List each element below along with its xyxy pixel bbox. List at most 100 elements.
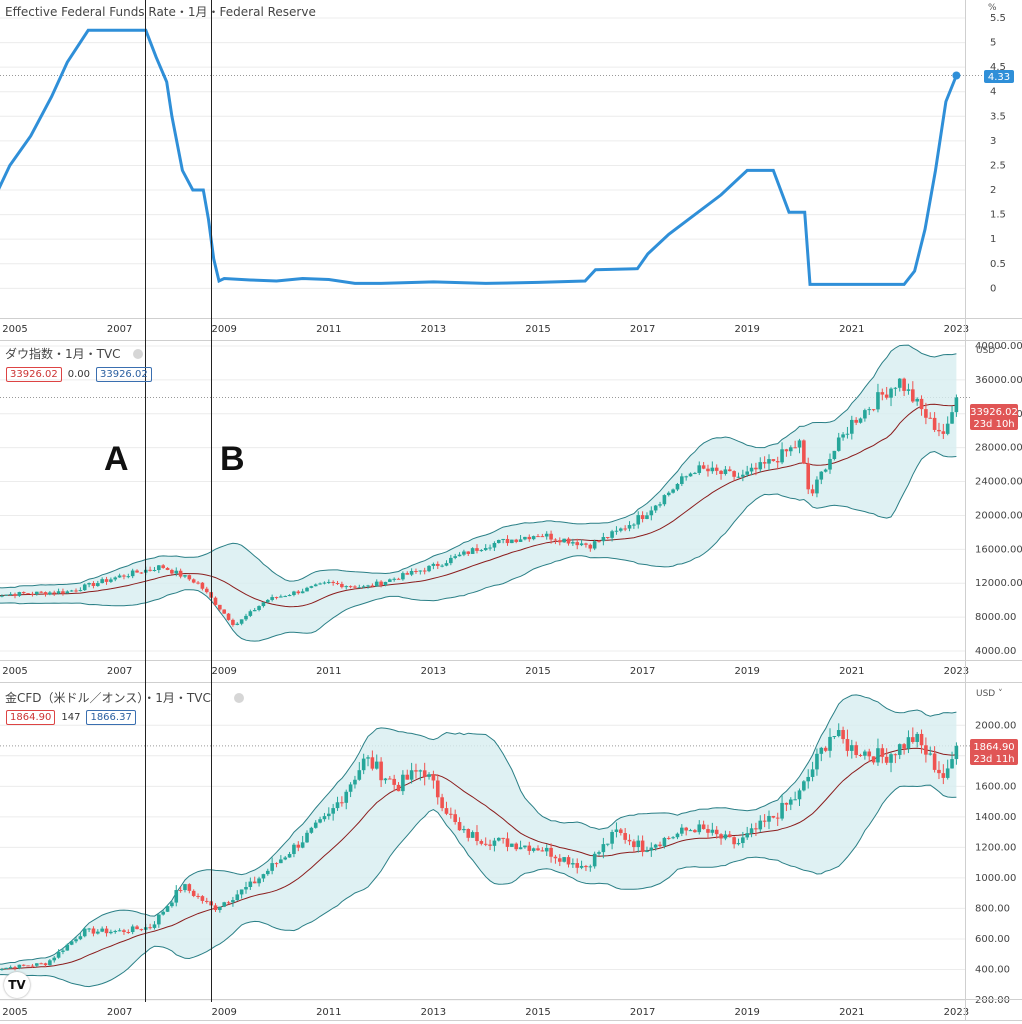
candle-body	[309, 586, 314, 588]
gold-currency: USD	[976, 689, 996, 699]
y-tick-label: 1200.00	[975, 842, 1016, 853]
candle-body	[749, 828, 754, 834]
bollinger-upper	[0, 344, 957, 589]
candle-body	[527, 845, 532, 851]
candle-body	[492, 542, 497, 548]
candle-body	[845, 739, 850, 751]
candle-body	[74, 590, 78, 592]
candle-body	[501, 538, 505, 540]
candle-body	[514, 539, 519, 542]
candle-body	[671, 489, 675, 493]
candle-body	[409, 770, 414, 780]
candle-body	[56, 591, 61, 594]
candle-body	[736, 476, 741, 478]
candle-body	[710, 467, 715, 472]
candle-body	[828, 459, 832, 470]
candle-body	[937, 769, 941, 774]
candle-body	[379, 581, 383, 586]
candle-body	[793, 447, 797, 449]
candle-body	[871, 409, 876, 411]
candle-body	[335, 583, 340, 585]
candle-body	[305, 587, 309, 592]
tradingview-logo-icon[interactable]: TV	[4, 972, 30, 998]
candle-body	[893, 754, 898, 756]
candle-body	[4, 594, 9, 596]
candle-body	[479, 841, 484, 844]
candle-body	[523, 536, 527, 540]
candle-body	[335, 802, 340, 809]
candle-body	[850, 745, 854, 751]
candle-body	[213, 905, 218, 911]
fed-y-tick-label: 2	[990, 185, 996, 196]
chevron-down-icon: ˅	[998, 346, 1003, 356]
y-tick-label: 800.00	[975, 903, 1010, 914]
candle-body	[431, 563, 436, 566]
candle-body	[252, 881, 257, 884]
candle-body	[462, 551, 466, 555]
candle-body	[815, 753, 819, 770]
candle-body	[39, 591, 43, 593]
fed-y-tick-label: 0	[990, 283, 996, 294]
y-tick-label: 2000.00	[975, 720, 1016, 731]
fed-y-tick-label: 3	[990, 136, 996, 147]
candle-body	[34, 591, 39, 595]
gold-open-value: 1864.90	[6, 710, 56, 725]
candle-body	[553, 856, 558, 859]
gold-candles	[0, 723, 959, 971]
dow-pane: 4000.00 8000.00 12000.00 16000.00 20000.00 24…	[0, 341, 1022, 677]
candle-body	[170, 902, 174, 907]
candle-body	[318, 583, 322, 585]
gold-pane-title[interactable]: 金CFD（米ドル／オンス）・1月・TVC	[5, 691, 211, 705]
candle-body	[69, 590, 74, 592]
candle-body	[344, 586, 349, 588]
candle-body	[379, 761, 383, 781]
candle-body	[902, 378, 906, 391]
candle-body	[239, 889, 244, 895]
candle-body	[100, 928, 104, 932]
x-tick-label: 2017	[630, 324, 655, 335]
fed-rate-line	[0, 28, 958, 286]
candle-body	[414, 570, 418, 572]
candle-body	[122, 575, 126, 577]
candle-body	[61, 950, 65, 952]
candle-body	[675, 483, 680, 490]
x-tick-label: 2023	[944, 1007, 969, 1018]
candle-body	[793, 799, 797, 801]
gold-currency-selector[interactable]: USD ˅	[976, 689, 1003, 699]
candle-body	[204, 900, 209, 902]
candle-body	[518, 539, 523, 542]
x-tick-label: 2019	[734, 1007, 759, 1018]
candle-body	[496, 837, 501, 841]
candle-body	[475, 548, 479, 551]
candle-body	[697, 824, 702, 833]
candle-body	[653, 505, 658, 511]
candle-body	[26, 965, 30, 967]
candle-body	[313, 822, 318, 828]
candle-body	[401, 774, 405, 792]
dow-currency-selector[interactable]: USD ˅	[976, 346, 1003, 356]
candle-body	[331, 581, 335, 584]
candle-body	[605, 536, 610, 538]
candle-body	[575, 863, 580, 868]
candle-body	[235, 623, 240, 625]
candle-body	[867, 751, 872, 757]
candle-body	[200, 582, 205, 589]
candle-body	[932, 753, 937, 770]
candle-body	[170, 569, 174, 574]
dow-collapse-icon[interactable]	[133, 349, 143, 359]
candle-body	[954, 745, 959, 760]
candle-body	[924, 409, 928, 418]
candle-body	[444, 808, 449, 814]
candle-body	[688, 473, 693, 477]
candle-body	[884, 394, 889, 398]
x-tick-label: 2015	[525, 324, 550, 335]
candle-body	[357, 770, 362, 780]
candle-body	[784, 449, 789, 452]
candle-body	[405, 774, 410, 780]
x-tick-label: 2017	[630, 666, 655, 677]
gold-collapse-icon[interactable]	[234, 693, 244, 703]
marker-a-label: A	[104, 440, 129, 478]
candle-body	[871, 756, 876, 763]
candle-body	[48, 592, 52, 595]
dow-pane-title[interactable]: ダウ指数・1月・TVC	[5, 347, 121, 361]
